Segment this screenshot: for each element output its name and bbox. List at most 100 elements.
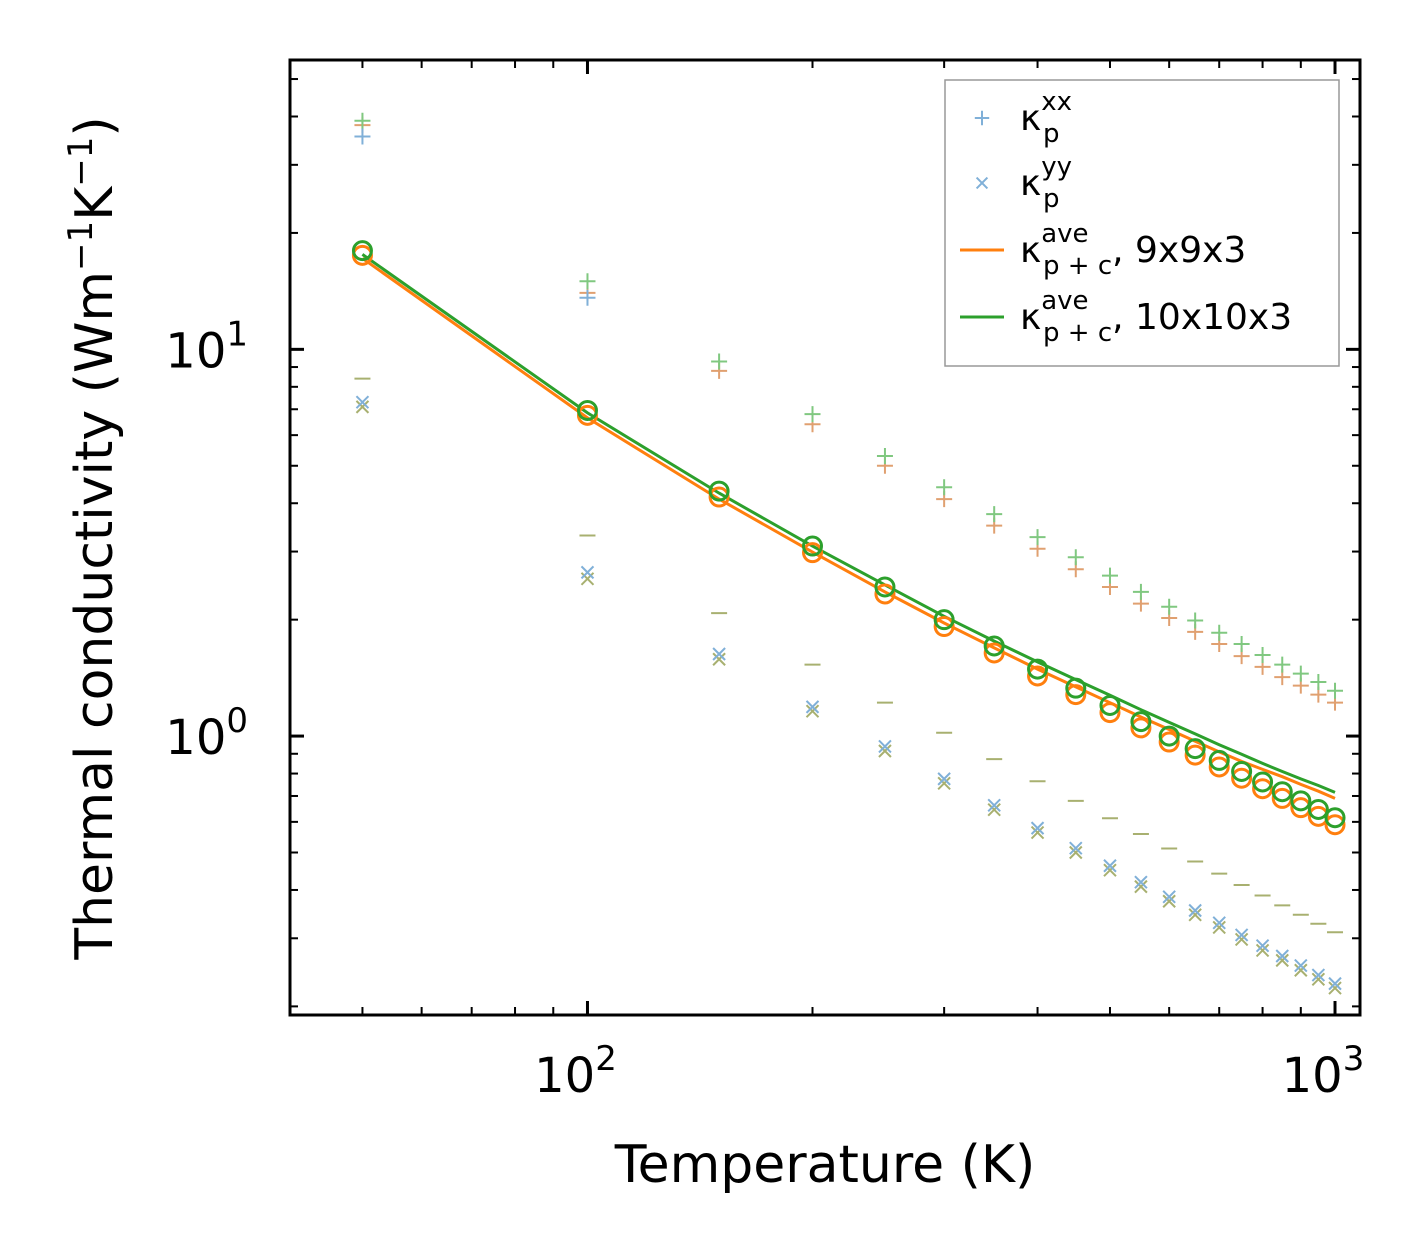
data-point-p-yy-blue — [878, 739, 892, 754]
data-point-p-ave-open-10x10x3 — [802, 535, 824, 557]
data-point-p-ave-open-10x10x3 — [1252, 771, 1274, 793]
data-point-p-xx-10x10x3 — [1211, 624, 1228, 641]
data-point-p-ave-open-9x9x3 — [802, 542, 824, 564]
legend-label: κxx p — [1020, 87, 1072, 149]
data-point-p-xx-10x10x3 — [1292, 665, 1309, 682]
data-point-p-yy-9x9x3 — [805, 704, 820, 718]
data-point-p-yy-blue — [1328, 976, 1342, 991]
data-point-p-yy-blue — [355, 395, 370, 409]
legend-label: κave p + c, 9x9x3 — [1020, 219, 1246, 281]
legend-entry: κyy p — [975, 152, 1072, 214]
data-point-p-ave-open-10x10x3 — [1290, 790, 1312, 812]
data-point-p-yy-9x9x3 — [1234, 932, 1249, 947]
data-point-p-ave-open-10x10x3 — [1027, 658, 1049, 680]
y-axis-label: Thermal conductivity (Wm−1K−1) — [61, 116, 125, 960]
x-tick-label: 102 — [534, 1039, 617, 1104]
y-axis-label-sup2: −1 — [61, 137, 101, 187]
data-point-p-ave-open-10x10x3 — [576, 399, 598, 421]
data-point-p-yy-9x9x3 — [1328, 981, 1342, 995]
data-point-p-xx-10x10x3 — [1187, 612, 1204, 629]
legend-entry: κave p + c, 10x10x3 — [960, 286, 1292, 348]
data-point-p-yy-9x9x3 — [1311, 972, 1326, 987]
data-point-p-xx-10x10x3 — [1310, 673, 1327, 690]
y-axis-label-mid: K — [65, 185, 125, 221]
data-point-p-ave-open-9x9x3 — [1099, 702, 1121, 724]
data-point-p-yy-9x9x3 — [1134, 879, 1148, 894]
data-point-p-ave-open-9x9x3 — [1158, 731, 1180, 753]
data-point-p-ave-open-9x9x3 — [1208, 756, 1230, 778]
x-axis-label: Temperature (K) — [614, 1135, 1036, 1195]
x-tick-labels: 102 103 — [534, 1039, 1364, 1104]
data-point-p-xx-10x10x3 — [1254, 647, 1271, 664]
data-point-p-ave-open-10x10x3 — [1271, 781, 1293, 803]
data-point-p-ave-open-10x10x3 — [1307, 798, 1329, 820]
data-point-p-ave-open-9x9x3 — [983, 642, 1005, 664]
data-point-p-yy-blue — [1134, 875, 1148, 889]
data-point-p-xx-10x10x3 — [1233, 636, 1250, 653]
data-point-p-xx-10x10x3 — [1067, 549, 1084, 566]
data-point-p-xx-10x10x3 — [1101, 567, 1118, 584]
data-point-p-ave-open-10x10x3 — [874, 576, 896, 598]
data-point-p-yy-9x9x3 — [712, 652, 726, 666]
data-point-p-ave-open-9x9x3 — [708, 486, 730, 508]
data-point-p-ave-open-10x10x3 — [983, 635, 1005, 657]
data-point-p-yy-blue — [1188, 903, 1202, 918]
data-point-p-xx-10x10x3 — [711, 353, 728, 370]
data-point-p-xx-10x10x3 — [936, 479, 953, 496]
data-point-p-ave-open-9x9x3 — [933, 616, 955, 638]
data-point-p-yy-blue — [1234, 928, 1249, 942]
data-point-p-yy-blue — [1030, 821, 1045, 835]
data-point-p-xx-10x10x3 — [804, 406, 821, 423]
data-point-p-yy-9x9x3 — [878, 744, 892, 758]
legend-swatch-cross — [975, 176, 989, 190]
plot-frame — [288, 58, 1362, 1017]
data-point-p-yy-9x9x3 — [1212, 920, 1226, 935]
data-point-p-xx-10x10x3 — [579, 273, 596, 290]
data-point-p-ave-open-9x9x3 — [1065, 684, 1087, 706]
data-point-p-xx-10x10x3 — [1327, 682, 1344, 699]
data-point-p-ave-open-10x10x3 — [708, 480, 730, 502]
data-point-p-ave-open-9x9x3 — [1252, 778, 1274, 800]
data-point-p-xx-10x10x3 — [1161, 598, 1178, 615]
data-point-p-yy-blue — [1162, 890, 1176, 904]
y-axis-label-sup1: −1 — [61, 221, 101, 271]
data-point-p-ave-open-10x10x3 — [1184, 738, 1206, 760]
data-point-p-xx-10x10x3 — [986, 506, 1003, 523]
data-point-p-yy-blue — [987, 798, 1001, 813]
data-point-p-yy-blue — [937, 772, 951, 786]
data-point-p-yy-9x9x3 — [580, 572, 595, 586]
data-point-p-yy-blue — [805, 700, 820, 714]
data-point-p-xx-10x10x3 — [876, 447, 893, 464]
data-point-p-yy-blue — [1103, 859, 1117, 873]
data-point-p-yy-9x9x3 — [1275, 953, 1289, 968]
data-point-p-yy-9x9x3 — [355, 400, 370, 414]
data-point-p-yy-9x9x3 — [1103, 863, 1117, 877]
y-tick-labels: 100 101 — [165, 314, 248, 766]
legend-swatch-plus — [974, 110, 990, 126]
data-point-p-yy-9x9x3 — [987, 803, 1001, 817]
plot-area — [351, 112, 1346, 995]
x-tick-label: 103 — [1282, 1039, 1365, 1104]
data-point-p-yy-9x9x3 — [1162, 894, 1176, 908]
data-point-p-ave-open-10x10x3 — [1208, 749, 1230, 771]
y-tick-label: 100 — [165, 701, 248, 766]
data-point-p-yy-9x9x3 — [1294, 963, 1308, 977]
data-point-p-ave-open-10x10x3 — [1065, 677, 1087, 699]
data-point-p-yy-9x9x3 — [1255, 943, 1270, 958]
y-axis-label-main: Thermal conductivity (Wm — [65, 271, 125, 961]
data-point-p-yy-blue — [1255, 939, 1270, 953]
data-point-p-xx-10x10x3 — [354, 112, 371, 129]
legend-box — [944, 79, 1340, 367]
data-point-p-yy-blue — [1275, 949, 1289, 963]
data-point-p-xx-10x10x3 — [1274, 656, 1291, 673]
data-point-p-xx-blue — [354, 128, 371, 145]
data-point-p-ave-open-10x10x3 — [1324, 807, 1346, 829]
legend-entry: κxx p — [974, 87, 1072, 149]
legend-label: κyy p — [1020, 152, 1072, 214]
data-point-p-yy-blue — [712, 647, 726, 661]
series-line-p-c-ave-10x10x3 — [361, 253, 1336, 794]
y-axis-label-end: ) — [65, 116, 125, 136]
data-point-p-yy-blue — [580, 565, 595, 580]
